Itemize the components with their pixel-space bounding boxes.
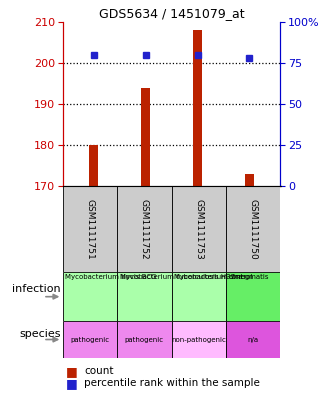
FancyBboxPatch shape [63, 321, 117, 358]
Text: ■: ■ [66, 365, 78, 378]
FancyBboxPatch shape [63, 186, 117, 272]
FancyBboxPatch shape [117, 321, 172, 358]
FancyBboxPatch shape [172, 186, 226, 272]
Text: Mycobacterium smegmatis: Mycobacterium smegmatis [174, 274, 269, 281]
Text: pathogenic: pathogenic [70, 336, 110, 343]
Text: GSM1111752: GSM1111752 [140, 199, 149, 259]
FancyBboxPatch shape [172, 321, 226, 358]
Text: GSM1111753: GSM1111753 [194, 199, 203, 259]
FancyBboxPatch shape [117, 186, 172, 272]
Text: infection: infection [12, 284, 60, 294]
Text: species: species [19, 329, 60, 339]
Text: count: count [84, 366, 114, 376]
Bar [89, 145, 98, 186]
FancyBboxPatch shape [172, 272, 226, 321]
FancyBboxPatch shape [226, 321, 280, 358]
FancyBboxPatch shape [63, 272, 117, 321]
Text: GSM1111750: GSM1111750 [249, 199, 258, 259]
FancyBboxPatch shape [226, 186, 280, 272]
Text: Mycobacterium bovis BCG: Mycobacterium bovis BCG [65, 274, 157, 281]
Text: GSM1111751: GSM1111751 [85, 199, 94, 259]
Text: Mycobacterium tuberculosis H37ra: Mycobacterium tuberculosis H37ra [120, 274, 242, 281]
Text: pathogenic: pathogenic [125, 336, 164, 343]
Text: percentile rank within the sample: percentile rank within the sample [84, 378, 260, 388]
Bar [245, 174, 254, 186]
Bar [193, 30, 202, 186]
Text: ■: ■ [66, 376, 78, 390]
Text: control: control [229, 274, 253, 281]
FancyBboxPatch shape [226, 272, 280, 321]
Text: n/a: n/a [248, 336, 259, 343]
FancyBboxPatch shape [117, 272, 172, 321]
Bar [141, 88, 150, 186]
Text: non-pathogenic: non-pathogenic [171, 336, 226, 343]
Title: GDS5634 / 1451079_at: GDS5634 / 1451079_at [99, 7, 245, 20]
